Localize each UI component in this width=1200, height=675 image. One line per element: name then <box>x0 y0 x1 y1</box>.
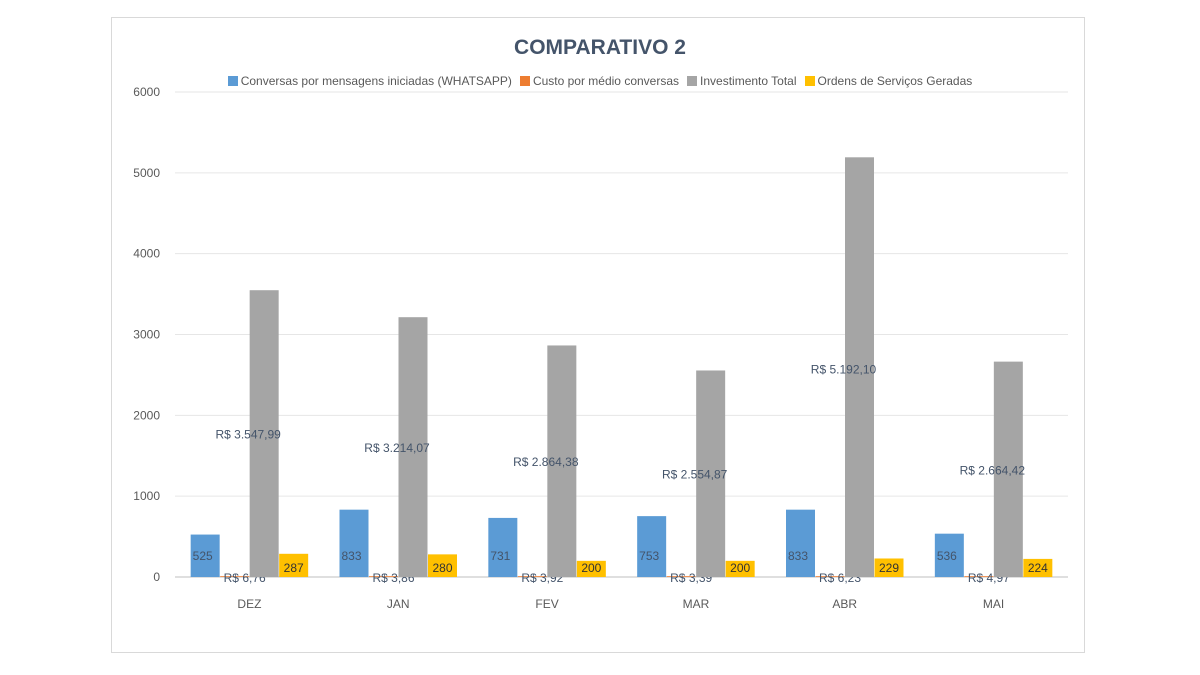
x-tick-label: DEZ <box>237 597 261 611</box>
legend-label: Conversas por mensagens iniciadas (WHATS… <box>240 74 512 88</box>
legend-swatch <box>227 76 238 86</box>
bar <box>339 509 369 577</box>
legend-item: Conversas por mensagens iniciadas (WHATS… <box>227 74 512 88</box>
bar <box>637 516 667 577</box>
bar <box>725 560 755 577</box>
data-label: 200 <box>581 561 601 575</box>
bar <box>845 157 874 578</box>
data-label: R$ 3.214,07 <box>364 441 430 455</box>
bar <box>576 560 606 577</box>
legend-swatch <box>519 76 530 86</box>
bar <box>547 345 577 577</box>
bar <box>517 576 547 577</box>
legend-label: Investimento Total <box>700 74 797 88</box>
bar <box>786 509 815 577</box>
data-label: 833 <box>788 549 808 563</box>
bar <box>398 317 428 577</box>
data-label: R$ 5.192,10 <box>811 362 877 376</box>
bar <box>993 361 1023 577</box>
legend: Conversas por mensagens iniciadas (WHATS… <box>0 74 1200 88</box>
data-label: 280 <box>432 561 452 575</box>
chart-title: COMPARATIVO 2 <box>514 36 686 59</box>
y-tick-label: 0 <box>153 570 160 584</box>
x-tick-label: ABR <box>832 597 857 611</box>
bar <box>190 534 220 577</box>
legend-swatch <box>687 76 698 86</box>
bar <box>369 576 398 577</box>
y-tick-label: 1000 <box>133 489 160 503</box>
bar <box>279 553 309 577</box>
legend-label: Custo por médio conversas <box>532 74 680 88</box>
x-tick-label: FEV <box>535 597 558 611</box>
data-label: R$ 3.547,99 <box>215 428 281 442</box>
data-label: 731 <box>490 549 510 563</box>
bar <box>220 576 250 577</box>
data-label: 229 <box>879 561 899 575</box>
y-tick-label: 2000 <box>133 408 160 422</box>
data-label: R$ 2.664,42 <box>960 463 1026 477</box>
legend-item: Investimento Total <box>687 74 797 88</box>
y-tick-label: 3000 <box>133 328 160 342</box>
x-tick-label: MAR <box>683 597 710 611</box>
data-label: 200 <box>730 561 750 575</box>
bar <box>666 576 696 577</box>
data-label: 224 <box>1028 561 1048 575</box>
y-tick-label: 5000 <box>133 166 160 180</box>
legend-item: Custo por médio conversas <box>519 74 680 88</box>
y-tick-label: 4000 <box>133 247 160 261</box>
bar <box>964 576 994 577</box>
x-tick-label: MAI <box>983 597 1004 611</box>
data-label: 287 <box>284 561 304 575</box>
y-tick-label: 6000 <box>133 85 160 99</box>
bar <box>696 370 726 577</box>
bar <box>428 554 457 577</box>
data-label: R$ 2.554,87 <box>662 468 728 482</box>
bar <box>934 533 964 577</box>
x-tick-label: JAN <box>387 597 410 611</box>
bar <box>249 290 279 577</box>
data-label: 525 <box>193 549 213 563</box>
bar <box>815 576 845 577</box>
bar <box>874 558 904 577</box>
data-label: 753 <box>639 549 659 563</box>
legend-swatch <box>804 76 815 86</box>
data-label: R$ 2.864,38 <box>513 455 579 469</box>
legend-label: Ordens de Serviços Geradas <box>817 74 973 88</box>
bar <box>488 517 518 577</box>
bar <box>1023 558 1053 577</box>
data-label: 833 <box>342 549 362 563</box>
data-label: 536 <box>937 549 957 563</box>
legend-item: Ordens de Serviços Geradas <box>804 74 973 88</box>
